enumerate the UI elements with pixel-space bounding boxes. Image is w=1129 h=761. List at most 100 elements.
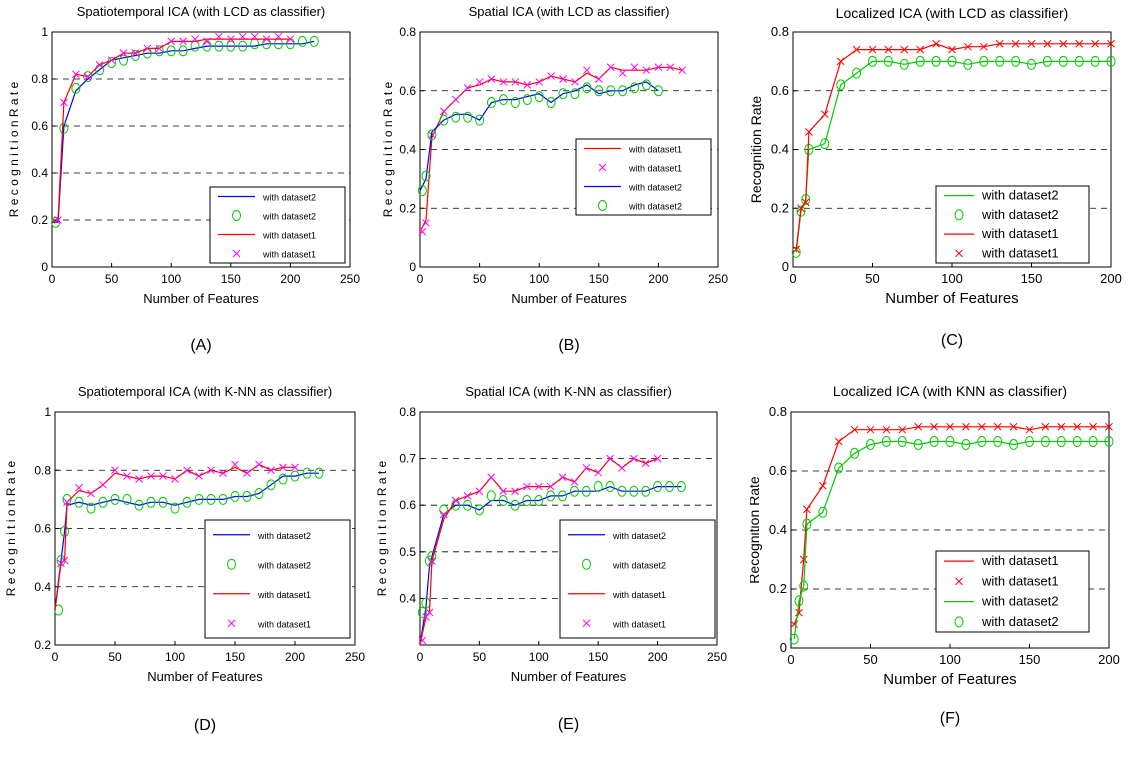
data-point	[274, 32, 283, 41]
data-point	[913, 438, 923, 450]
data-point	[805, 128, 813, 136]
y-tick-label: 0.6	[399, 498, 416, 512]
data-point	[799, 555, 808, 564]
data-point	[594, 85, 604, 97]
data-point	[119, 49, 128, 58]
data-point	[534, 495, 544, 507]
data-point	[86, 502, 96, 514]
chart-panel-4: 0.2 0.4 0.6 0.8 1 0 50 100 150 200 250 Spatiotempor…	[4, 384, 365, 734]
series-1	[795, 60, 1111, 253]
panel-label: (D)	[194, 717, 216, 734]
data-point	[428, 557, 436, 565]
legend-marker	[232, 210, 241, 221]
data-point	[630, 82, 640, 94]
data-point	[884, 45, 893, 54]
data-point	[961, 438, 971, 450]
y-tick-label: 0.2	[771, 200, 789, 215]
data-point	[836, 57, 845, 66]
data-point	[979, 42, 988, 51]
data-point	[962, 422, 970, 431]
chart-panel-6: 0 0.2 0.4 0.6 0.8 0 50 100 150 200 Localized ICA (…	[750, 383, 1120, 727]
data-point	[630, 63, 639, 72]
data-point	[183, 466, 191, 475]
data-point	[427, 129, 437, 141]
y-axis-label: R e c o g n i t i o n R a t e	[375, 460, 389, 596]
data-point	[559, 75, 567, 83]
data-point	[451, 496, 460, 505]
data-point	[1043, 39, 1052, 48]
data-point	[581, 485, 591, 497]
legend-marker	[954, 616, 964, 628]
data-point	[852, 45, 861, 54]
x-tick-label: 100	[529, 272, 549, 286]
data-point	[558, 88, 568, 100]
data-point	[238, 40, 248, 52]
data-point	[583, 66, 591, 75]
y-tick-label: 0.2	[399, 201, 416, 215]
legend-marker	[598, 163, 607, 172]
data-point	[122, 493, 132, 505]
x-tick-label: 50	[105, 272, 119, 286]
legend-marker	[232, 249, 241, 258]
data-point	[71, 70, 80, 79]
data-point	[1042, 55, 1052, 67]
data-point	[111, 466, 119, 475]
legend-label: with dataset1	[612, 619, 666, 629]
series-1	[54, 472, 319, 611]
data-point	[1090, 55, 1100, 67]
chart-panel-3: 0 0.2 0.4 0.6 0.8 0 50 100 150 200 Localized ICA (…	[750, 5, 1122, 349]
data-point	[487, 75, 496, 83]
data-point	[499, 78, 508, 86]
data-point	[654, 63, 663, 72]
legend-label: with dataset1	[981, 553, 1059, 568]
legend-label: with dataset1	[257, 619, 311, 629]
data-point	[1074, 55, 1084, 67]
data-point	[993, 436, 1003, 447]
data-point	[618, 69, 627, 77]
data-point	[653, 85, 663, 97]
data-point	[254, 488, 264, 500]
x-tick-label: 0	[52, 650, 59, 664]
data-point	[794, 595, 804, 607]
x-tick-label: 100	[939, 652, 961, 667]
data-point	[297, 35, 307, 47]
data-point	[570, 88, 580, 100]
data-point	[642, 66, 651, 75]
y-tick-label: 0.6	[771, 83, 789, 98]
data-point	[135, 475, 143, 483]
y-tick-label: 0.4	[399, 143, 416, 157]
data-point	[866, 438, 875, 450]
data-point	[451, 95, 460, 104]
data-point	[463, 111, 473, 123]
series-3	[793, 440, 1109, 640]
data-point	[474, 504, 484, 516]
data-point	[963, 58, 973, 70]
data-point	[653, 481, 663, 493]
data-point	[218, 493, 228, 505]
data-point	[219, 469, 227, 478]
data-point	[75, 483, 83, 492]
x-tick-label: 250	[345, 650, 365, 664]
data-point	[569, 485, 579, 497]
data-point	[475, 78, 484, 86]
data-point	[487, 97, 497, 108]
x-tick-label: 150	[1019, 652, 1041, 667]
y-axis-label: Recognition Rate	[750, 96, 764, 204]
data-point	[110, 493, 120, 505]
data-point	[947, 55, 957, 67]
data-point	[898, 425, 907, 434]
series-4	[418, 454, 662, 645]
legend-label: with dataset1	[262, 250, 316, 260]
data-point	[570, 478, 579, 486]
x-tick-label: 50	[863, 652, 877, 667]
y-tick-label: 0	[41, 260, 48, 274]
data-point	[146, 496, 156, 508]
data-point	[802, 518, 812, 530]
data-point	[993, 422, 1002, 431]
chart-title: Spatiotemporal ICA (with K-NN as classif…	[78, 384, 332, 399]
data-point	[83, 72, 92, 81]
x-tick-label: 0	[417, 272, 424, 286]
x-tick-label: 250	[340, 272, 360, 286]
data-point	[60, 525, 70, 537]
